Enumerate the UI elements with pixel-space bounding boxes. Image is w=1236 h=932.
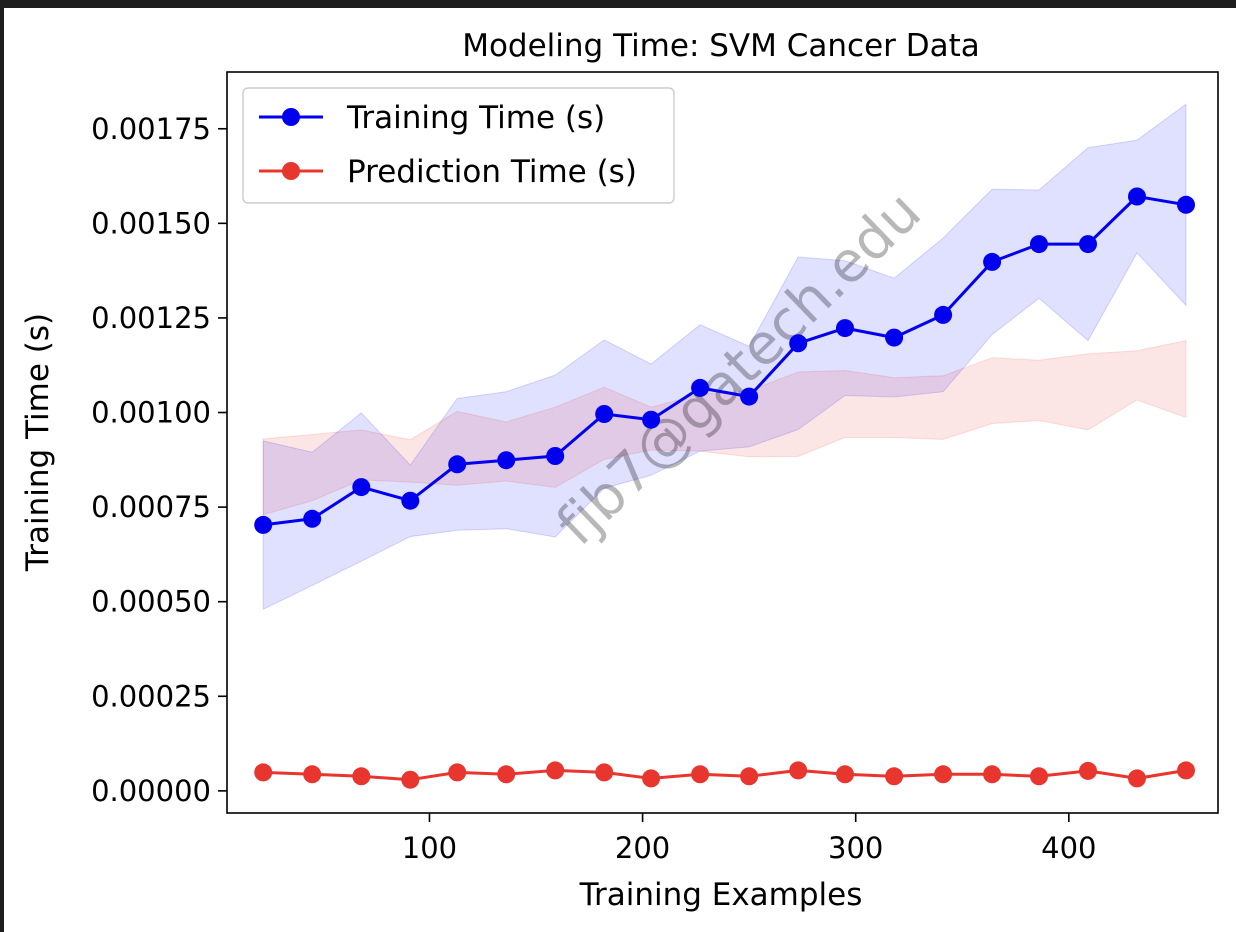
y-tick-label: 0.00150 [91,206,211,240]
point-prediction [642,769,661,788]
legend: Training Time (s) Prediction Time (s) [242,87,675,204]
point-prediction [497,765,516,784]
point-training [546,447,565,465]
point-prediction [448,763,467,782]
y-axis-label: Training Time (s) [20,313,56,572]
point-training [691,378,710,397]
legend-label-prediction: Prediction Time (s) [347,154,637,190]
point-prediction [934,765,953,784]
plot-frame [226,71,1219,814]
confidence-bands [262,103,1187,611]
point-prediction [401,770,420,789]
point-prediction [691,765,710,784]
legend-marker-prediction [282,162,300,180]
chart-title: Modeling Time: SVM Cancer Data [462,28,980,64]
point-training [983,252,1002,271]
y-axis: 0.00000 0.00025 0.00050 0.00075 0.00100 0.001… [91,112,227,808]
band-training [262,103,1187,611]
point-training [934,305,953,324]
point-training [1177,195,1195,214]
point-prediction [740,767,759,786]
y-tick-label: 0.00175 [91,112,211,146]
point-training [1128,187,1146,206]
y-tick-label: 0.00000 [91,774,211,808]
legend-label-training: Training Time (s) [346,100,605,136]
point-training [448,455,467,474]
point-training [885,328,904,347]
y-tick-label: 0.00025 [91,679,211,713]
y-tick-label: 0.00075 [91,490,211,524]
point-training [595,405,614,423]
legend-box [242,87,675,204]
point-training [836,319,854,338]
x-tick-label: 400 [1041,831,1096,865]
point-prediction [1079,761,1097,780]
x-axis-label: Training Examples [579,877,863,913]
point-training [1079,235,1097,254]
series-lines [254,187,1195,789]
point-prediction [352,767,371,786]
point-training [401,491,420,510]
x-axis: 100 200 300 400 [402,813,1096,865]
point-prediction [1177,761,1195,780]
y-tick-label: 0.00125 [91,301,211,335]
point-training [740,387,759,406]
point-prediction [595,763,614,782]
point-prediction [254,763,273,782]
point-prediction [546,761,565,780]
point-training [352,478,371,497]
y-tick-label: 0.00050 [91,585,211,619]
point-prediction [303,765,322,784]
point-training [1030,235,1048,254]
point-training [254,515,273,534]
point-prediction [983,765,1002,784]
y-tick-label: 0.00100 [91,396,211,430]
point-prediction [1128,769,1146,788]
point-prediction [836,765,854,784]
legend-marker-training [282,108,300,126]
point-training [303,509,322,528]
point-prediction [1030,767,1048,786]
window-left-edge [0,0,4,932]
point-training [642,410,661,429]
point-prediction [885,767,904,786]
band-prediction [262,339,1187,516]
point-training [789,334,808,353]
point-training [497,451,516,470]
window-top-bar [0,0,1236,8]
x-tick-label: 100 [402,831,457,865]
x-tick-label: 200 [615,831,670,865]
point-prediction [789,761,808,780]
x-tick-label: 300 [828,831,883,865]
